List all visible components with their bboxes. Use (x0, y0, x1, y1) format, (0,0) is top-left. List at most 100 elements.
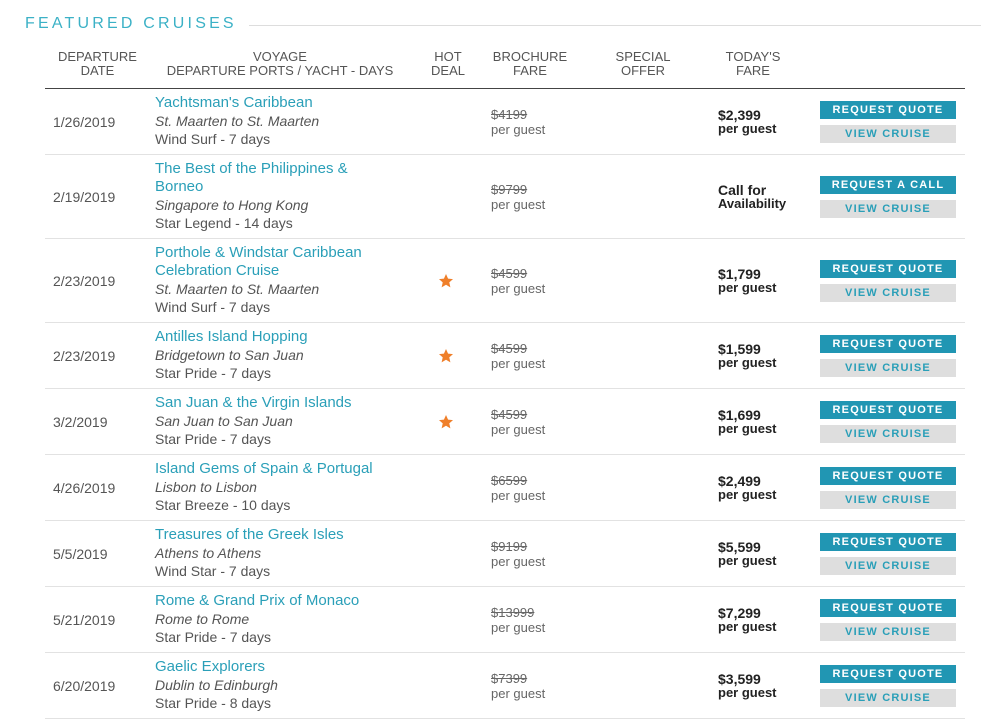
section-divider (248, 24, 981, 26)
voyage-cell: San Juan & the Virgin Islands San Juan t… (155, 394, 395, 449)
header-brochure-fare: BROCHURE FARE (485, 50, 575, 78)
section-title: FEATURED CRUISES (25, 15, 237, 32)
table-row: 3/2/2019 San Juan & the Virgin Islands S… (45, 389, 965, 455)
voyage-cell: Antilles Island Hopping Bridgetown to Sa… (155, 328, 395, 383)
row-actions: REQUEST QUOTE VIEW CRUISE (820, 521, 956, 586)
table-row: 5/21/2019 Rome & Grand Prix of Monaco Ro… (45, 587, 965, 653)
view-cruise-button[interactable]: VIEW CRUISE (820, 124, 956, 143)
header-hot-deal-line1: HOT (434, 49, 462, 64)
todays-fare-unit: Availability (718, 195, 787, 211)
request-quote-button[interactable]: REQUEST QUOTE (820, 466, 956, 485)
todays-fare-cell: $7,299 per guest (718, 587, 777, 652)
row-actions: REQUEST QUOTE VIEW CRUISE (820, 323, 956, 388)
departure-date: 1/26/2019 (53, 113, 116, 130)
todays-fare-unit: per guest (718, 618, 777, 634)
brochure-fare-cell: $13999 per guest (491, 587, 545, 652)
departure-date: 5/5/2019 (53, 545, 108, 562)
brochure-fare-unit: per guest (491, 685, 546, 701)
header-special-offer: SPECIAL OFFER (600, 50, 686, 78)
brochure-fare-unit: per guest (491, 196, 546, 212)
hot-deal-cell (435, 389, 457, 454)
todays-fare: $1,699 (718, 406, 761, 423)
view-cruise-button[interactable]: VIEW CRUISE (820, 424, 956, 443)
voyage-cell: Island Gems of Spain & Portugal Lisbon t… (155, 460, 395, 515)
section-header: FEATURED CRUISES (25, 12, 981, 36)
brochure-fare-cell: $4199 per guest (491, 89, 545, 154)
brochure-fare: $4599 (491, 265, 528, 281)
todays-fare: $1,799 (718, 265, 761, 282)
request-quote-button[interactable]: REQUEST QUOTE (820, 400, 956, 419)
header-special-offer-line1: SPECIAL (615, 49, 671, 64)
request-quote-button[interactable]: REQUEST QUOTE (820, 598, 956, 617)
view-cruise-button[interactable]: VIEW CRUISE (820, 622, 956, 641)
cruise-table-body: 1/26/2019 Yachtsman's Caribbean St. Maar… (45, 89, 965, 719)
brochure-fare-cell: $4599 per guest (491, 389, 545, 454)
voyage-name-link[interactable]: Gaelic Explorers (155, 658, 266, 675)
table-row: 4/26/2019 Island Gems of Spain & Portuga… (45, 455, 965, 521)
brochure-fare-unit: per guest (491, 121, 546, 137)
row-actions: REQUEST QUOTE VIEW CRUISE (820, 89, 956, 154)
todays-fare-cell: $3,599 per guest (718, 653, 777, 718)
yacht-days: Wind Star - 7 days (155, 563, 271, 579)
todays-fare-unit: per guest (718, 552, 777, 568)
voyage-cell: Yachtsman's Caribbean St. Maarten to St.… (155, 94, 395, 149)
header-voyage: VOYAGE DEPARTURE PORTS / YACHT - DAYS (150, 50, 410, 78)
header-brochure-fare-line1: BROCHURE (492, 49, 568, 64)
todays-fare-unit: per guest (718, 486, 777, 502)
view-cruise-button[interactable]: VIEW CRUISE (820, 199, 956, 218)
row-actions: REQUEST A CALL VIEW CRUISE (820, 155, 956, 238)
yacht-days: Star Pride - 8 days (155, 695, 271, 711)
header-hot-deal-line2: DEAL (431, 63, 465, 78)
request-quote-button[interactable]: REQUEST QUOTE (820, 532, 956, 551)
yacht-days: Wind Surf - 7 days (155, 299, 271, 315)
voyage-name-link[interactable]: Antilles Island Hopping (155, 328, 308, 345)
brochure-fare-cell: $9199 per guest (491, 521, 545, 586)
todays-fare: $3,599 (718, 670, 761, 687)
star-icon (439, 414, 453, 428)
star-icon (439, 348, 453, 362)
voyage-name-link[interactable]: The Best of the Philippines & Borneo (155, 160, 348, 195)
view-cruise-button[interactable]: VIEW CRUISE (820, 283, 956, 302)
voyage-name-link[interactable]: San Juan & the Virgin Islands (155, 394, 352, 411)
departure-date: 3/2/2019 (53, 413, 108, 430)
table-row: 5/5/2019 Treasures of the Greek Isles At… (45, 521, 965, 587)
view-cruise-button[interactable]: VIEW CRUISE (820, 490, 956, 509)
view-cruise-button[interactable]: VIEW CRUISE (820, 556, 956, 575)
row-actions: REQUEST QUOTE VIEW CRUISE (820, 239, 956, 322)
departure-date: 6/20/2019 (53, 677, 116, 694)
voyage-name-link[interactable]: Treasures of the Greek Isles (155, 526, 344, 543)
brochure-fare-cell: $7399 per guest (491, 653, 545, 718)
brochure-fare-unit: per guest (491, 280, 546, 296)
hot-deal-cell (435, 587, 457, 652)
brochure-fare: $9199 (491, 538, 528, 554)
hot-deal-cell (435, 239, 457, 322)
request-quote-button[interactable]: REQUEST QUOTE (820, 100, 956, 119)
todays-fare: $2,399 (718, 106, 761, 123)
table-row: 2/23/2019 Antilles Island Hopping Bridge… (45, 323, 965, 389)
voyage-name-link[interactable]: Rome & Grand Prix of Monaco (155, 592, 360, 609)
departure-date: 2/23/2019 (53, 347, 116, 364)
voyage-name-link[interactable]: Porthole & Windstar Caribbean Celebratio… (155, 244, 362, 279)
brochure-fare: $13999 (491, 604, 535, 620)
request-a-call-button[interactable]: REQUEST A CALL (820, 175, 956, 194)
request-quote-button[interactable]: REQUEST QUOTE (820, 334, 956, 353)
brochure-fare: $4599 (491, 406, 528, 422)
departure-ports: San Juan to San Juan (155, 413, 293, 429)
voyage-name-link[interactable]: Island Gems of Spain & Portugal (155, 460, 373, 477)
brochure-fare: $9799 (491, 181, 528, 197)
row-actions: REQUEST QUOTE VIEW CRUISE (820, 389, 956, 454)
header-todays-fare: TODAY'S FARE (710, 50, 796, 78)
voyage-name-link[interactable]: Yachtsman's Caribbean (155, 94, 313, 111)
row-actions: REQUEST QUOTE VIEW CRUISE (820, 455, 956, 520)
yacht-days: Star Legend - 14 days (155, 215, 293, 231)
hot-deal-cell (435, 455, 457, 520)
view-cruise-button[interactable]: VIEW CRUISE (820, 358, 956, 377)
brochure-fare-unit: per guest (491, 421, 546, 437)
todays-fare: Call for (718, 181, 767, 198)
view-cruise-button[interactable]: VIEW CRUISE (820, 688, 956, 707)
todays-fare: $7,299 (718, 604, 761, 621)
request-quote-button[interactable]: REQUEST QUOTE (820, 259, 956, 278)
request-quote-button[interactable]: REQUEST QUOTE (820, 664, 956, 683)
todays-fare-unit: per guest (718, 279, 777, 295)
hot-deal-cell (435, 155, 457, 238)
